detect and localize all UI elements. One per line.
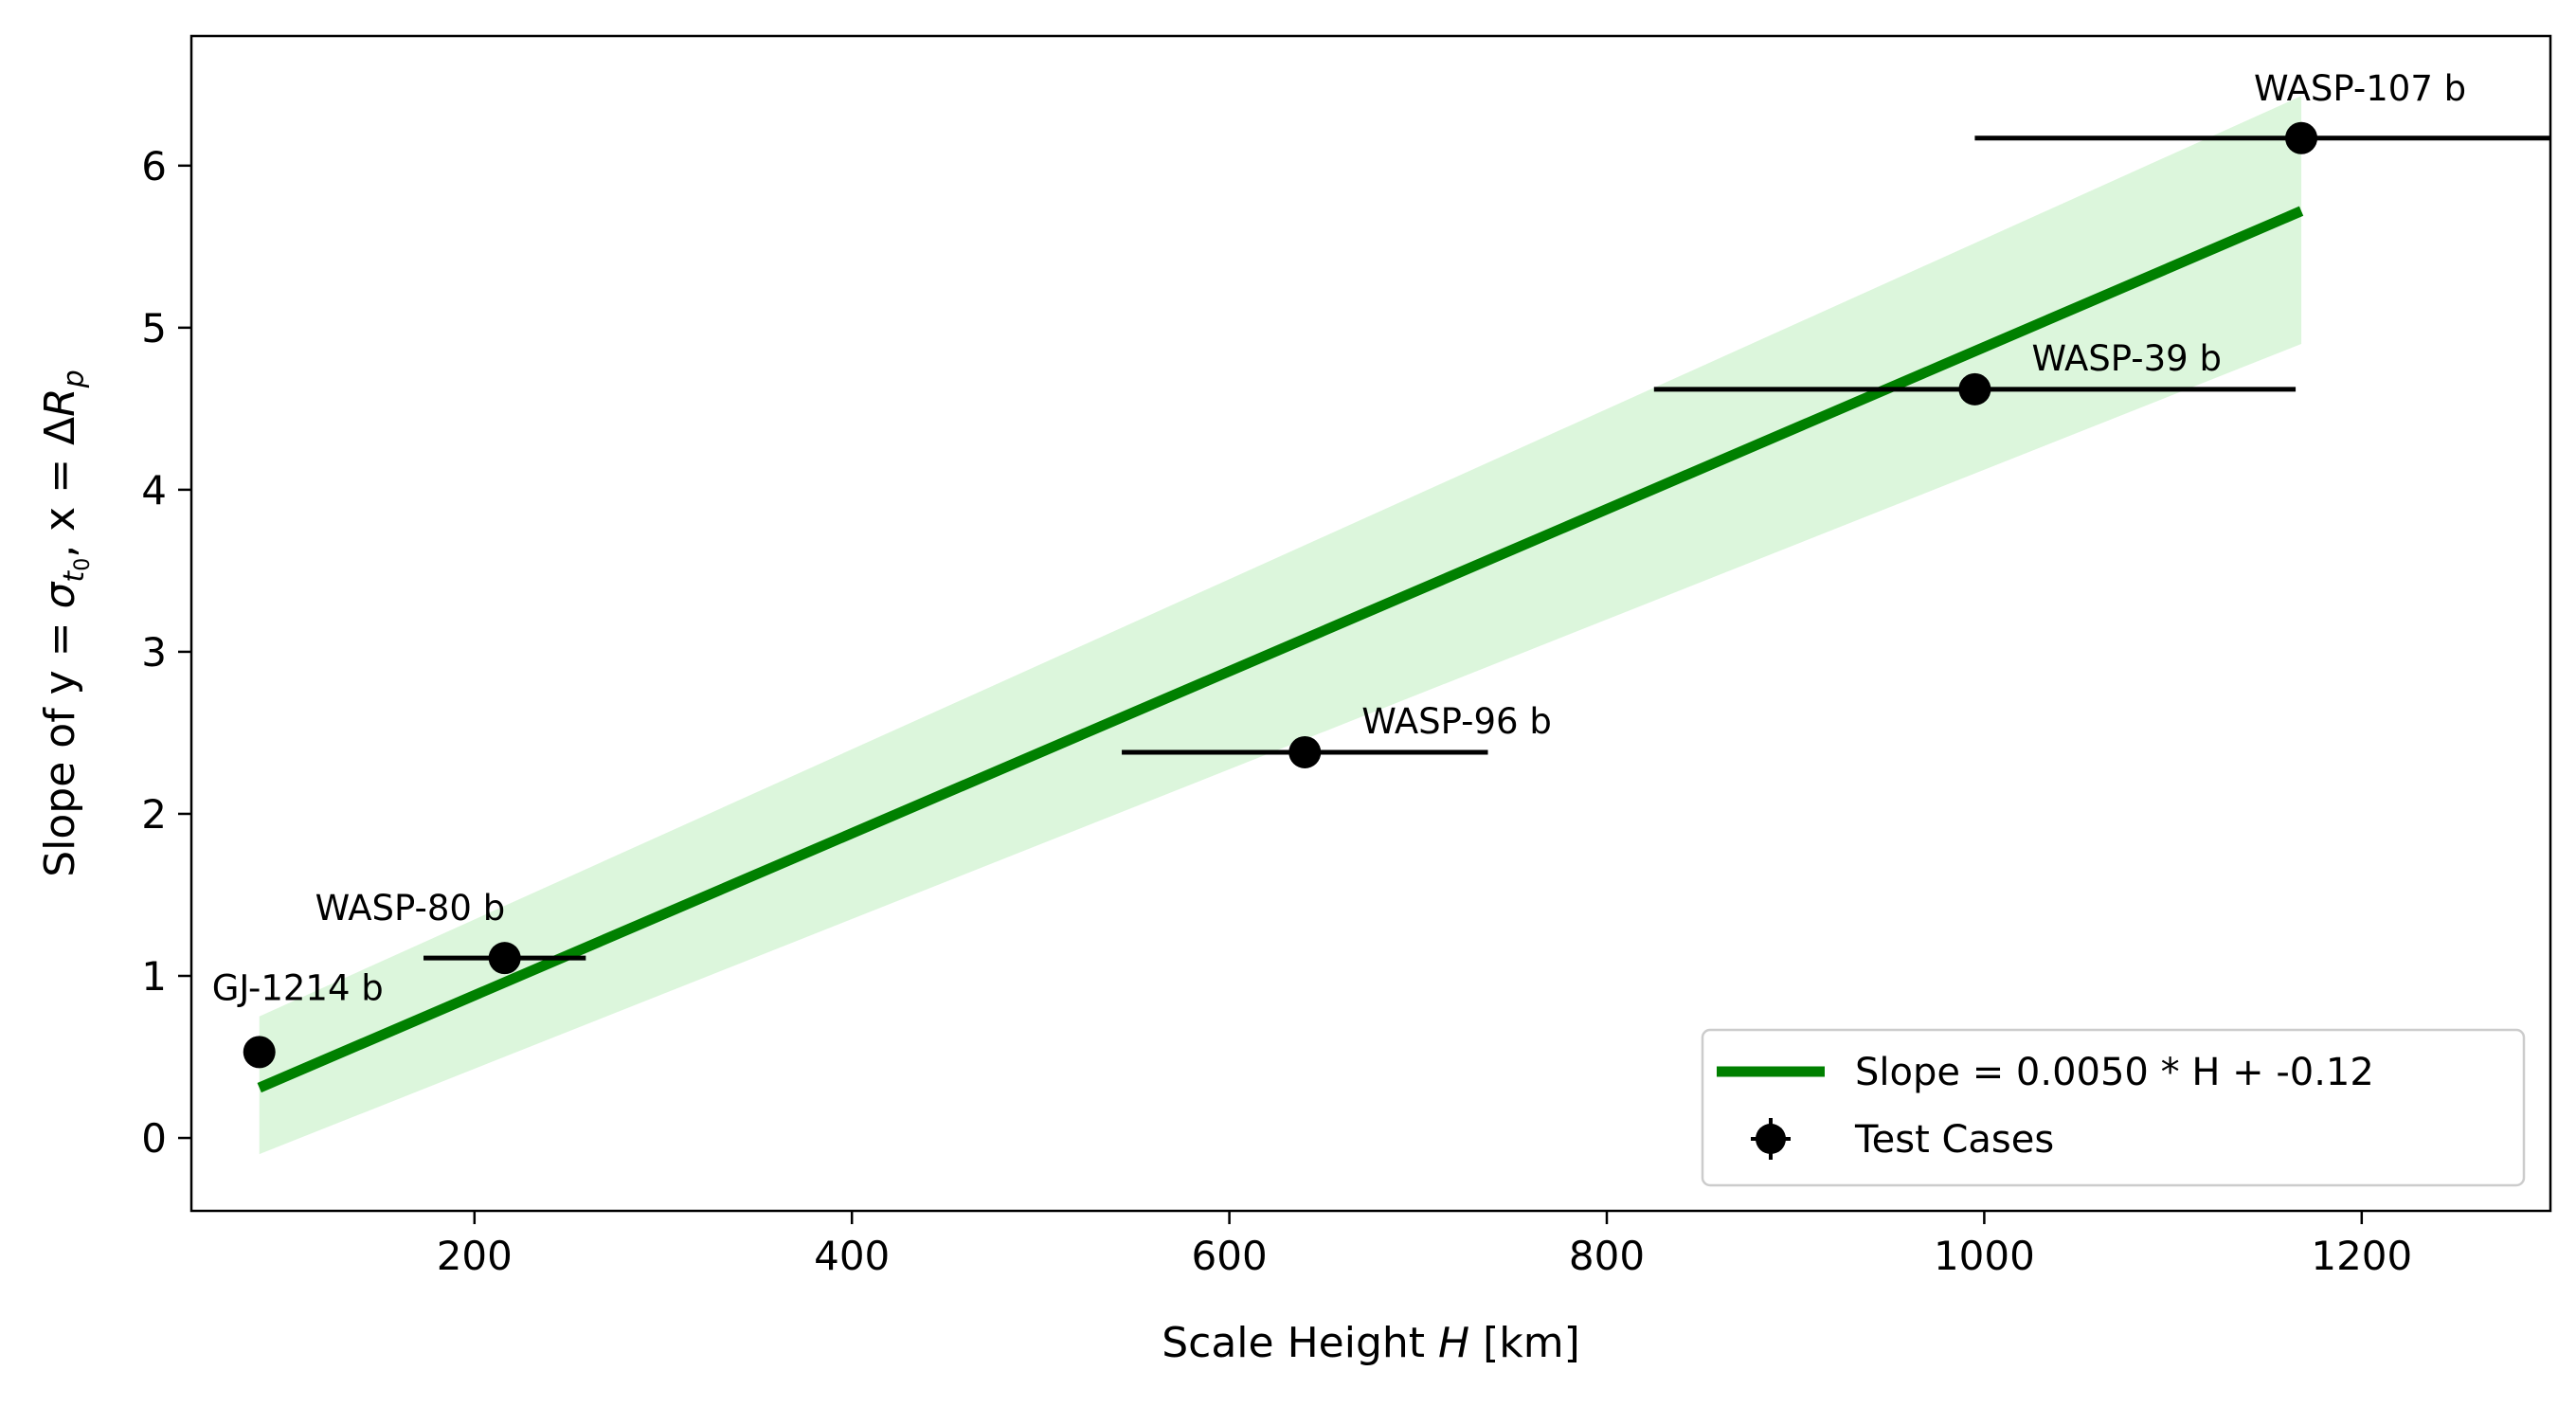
- x-axis-label: Scale Height H [km]: [1162, 1319, 1580, 1367]
- point-annotation: WASP-107 b: [2254, 68, 2466, 109]
- fit-confidence-band: [259, 96, 2302, 1155]
- data-point: [243, 1036, 276, 1069]
- legend: Slope = 0.0050 * H + -0.12 Test Cases: [1701, 1028, 2526, 1187]
- fit-line: [257, 206, 2304, 1093]
- y-tick-label: 3: [141, 629, 167, 676]
- data-point: [1288, 735, 1322, 768]
- point-annotation: WASP-80 b: [315, 888, 506, 929]
- plot-frame: [189, 34, 2552, 1213]
- point-annotation: WASP-96 b: [1361, 701, 1552, 742]
- y-axis-label: Slope of y = σt0, x = ΔRp: [36, 370, 95, 877]
- plot-area: [243, 96, 2550, 1155]
- y-tick-label: 1: [141, 953, 167, 1000]
- x-tick-label: 400: [814, 1233, 890, 1279]
- x-tick-label: 600: [1192, 1233, 1268, 1279]
- y-tick-label: 0: [141, 1115, 167, 1162]
- x-tick-label: 800: [1569, 1233, 1645, 1279]
- y-tick-label: 5: [141, 305, 167, 352]
- legend-points-swatch: [1751, 1118, 1791, 1160]
- y-tick-label: 6: [141, 143, 167, 189]
- x-tick-label: 200: [437, 1233, 513, 1279]
- point-annotation: WASP-39 b: [2031, 338, 2222, 379]
- y-tick-label: 4: [141, 467, 167, 514]
- data-point: [488, 942, 521, 975]
- x-tick-label: 1000: [1934, 1233, 2035, 1279]
- legend-box: [1701, 1028, 2526, 1187]
- legend-fit-label: Slope = 0.0050 * H + -0.12: [1855, 1051, 2374, 1094]
- point-annotation: GJ-1214 b: [212, 967, 384, 1008]
- legend-points-label: Test Cases: [1854, 1118, 2054, 1162]
- data-point: [2285, 121, 2318, 154]
- axes-ticks: 200 400 600 800 1000 1200 0 1 2 3 4 5 6: [141, 143, 2412, 1279]
- x-tick-label: 1200: [2311, 1233, 2412, 1279]
- y-tick-label: 2: [141, 791, 167, 838]
- data-point: [1958, 372, 1991, 406]
